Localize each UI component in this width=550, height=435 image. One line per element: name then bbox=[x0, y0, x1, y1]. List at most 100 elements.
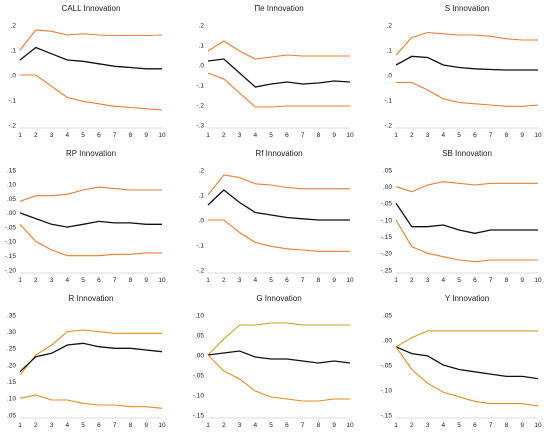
upper-band-line bbox=[19, 329, 162, 376]
y-tick-label: .00 bbox=[7, 210, 16, 217]
y-tick-label: -.2 bbox=[384, 122, 392, 129]
response-line bbox=[207, 350, 351, 364]
response-line bbox=[395, 202, 538, 234]
x-tick-label: 1 bbox=[394, 277, 398, 284]
y-tick-label: .15 bbox=[7, 167, 16, 174]
x-tick-label: 8 bbox=[505, 132, 509, 139]
x-tick-label: 10 bbox=[534, 132, 542, 139]
x-tick-label: 2 bbox=[410, 132, 414, 139]
panel-sb-innovation: SB Innovation.05.00-.05-.10-.15-.20-.251… bbox=[381, 149, 542, 284]
x-tick-label: 3 bbox=[238, 277, 242, 284]
x-tick-label: 5 bbox=[269, 422, 273, 429]
lower-band-line bbox=[208, 219, 350, 252]
x-tick-label: 5 bbox=[81, 132, 85, 139]
panel-title: Rf Innovation bbox=[255, 149, 302, 158]
y-tick-label: .00 bbox=[383, 337, 392, 344]
upper-band-line bbox=[395, 330, 538, 348]
x-tick-label: 7 bbox=[489, 277, 493, 284]
y-tick-label: -.10 bbox=[381, 387, 393, 394]
x-tick-label: 4 bbox=[254, 277, 258, 284]
y-tick-label: -.1 bbox=[196, 242, 204, 249]
x-tick-label: 6 bbox=[473, 277, 477, 284]
y-tick-label: -.05 bbox=[381, 201, 393, 208]
y-tick-label: -.10 bbox=[381, 217, 393, 224]
y-tick-label: .0 bbox=[11, 72, 17, 79]
x-tick-label: 8 bbox=[505, 277, 509, 284]
panel-e-innovation: Пe Innovation .2 .1 .0 -.1 -.2 -.31 2 3 4 5 6 7 8 9 10 bbox=[196, 4, 354, 139]
y-tick-label: .35 bbox=[7, 312, 16, 319]
x-tick-label: 2 bbox=[410, 277, 414, 284]
y-tick-label: .1 bbox=[387, 47, 393, 54]
y-tick-label: -.2 bbox=[8, 122, 16, 129]
lower-band-line bbox=[207, 354, 350, 402]
response-line bbox=[19, 342, 163, 373]
y-tick-label: .0 bbox=[199, 217, 205, 224]
y-tick-label: .00 bbox=[195, 352, 204, 359]
y-tick-label: .20 bbox=[7, 362, 16, 369]
y-tick-label: -.10 bbox=[193, 392, 205, 399]
panel-title: RP Innovation bbox=[66, 149, 116, 158]
x-tick-label: 2 bbox=[34, 422, 38, 429]
panel-rp-innovation: RP Innovation .15 .10 .05 .00 -.05 -.10 -.15 -.2… bbox=[5, 149, 166, 284]
panel-title: Y Innovation bbox=[445, 294, 489, 303]
y-tick-label: .10 bbox=[7, 182, 16, 189]
y-tick-label: -.2 bbox=[196, 267, 204, 274]
response-line bbox=[207, 189, 350, 221]
y-tick-label: .0 bbox=[387, 72, 393, 79]
x-tick-label: 7 bbox=[489, 132, 493, 139]
lower-band-line bbox=[19, 223, 162, 257]
x-tick-label: 10 bbox=[534, 277, 542, 284]
x-tick-label: 5 bbox=[269, 132, 273, 139]
x-tick-label: 9 bbox=[332, 277, 336, 284]
upper-band-line bbox=[395, 31, 538, 56]
panel-title: S Innovation bbox=[445, 4, 489, 13]
x-tick-label: 2 bbox=[222, 132, 226, 139]
response-line bbox=[19, 212, 162, 228]
x-tick-label: 2 bbox=[34, 132, 38, 139]
x-tick-label: 4 bbox=[442, 277, 446, 284]
x-tick-label: 2 bbox=[34, 277, 38, 284]
response-line bbox=[207, 58, 351, 88]
y-tick-label: .2 bbox=[199, 167, 205, 174]
x-tick-label: 4 bbox=[442, 422, 446, 429]
x-tick-label: 3 bbox=[426, 132, 430, 139]
x-tick-label: 8 bbox=[317, 422, 321, 429]
y-tick-label: .05 bbox=[383, 312, 392, 319]
y-tick-label: -.1 bbox=[196, 82, 204, 89]
y-tick-label: .05 bbox=[7, 196, 16, 203]
y-tick-label: -.1 bbox=[384, 97, 392, 104]
x-tick-label: 5 bbox=[457, 422, 461, 429]
lower-band-line bbox=[395, 346, 539, 407]
x-tick-label: 6 bbox=[97, 277, 101, 284]
x-tick-label: 10 bbox=[158, 422, 166, 429]
y-tick-label: -.1 bbox=[8, 97, 16, 104]
upper-band-line bbox=[207, 40, 350, 60]
y-tick-label: .0 bbox=[199, 62, 205, 69]
upper-band-line bbox=[19, 29, 163, 51]
panel-call-innovation: CALL Innovation .2 .1 .0 -.1 -.21 2 3 4 5 6 7 8 9 10 bbox=[8, 4, 166, 139]
y-tick-label: -.05 bbox=[5, 224, 17, 231]
response-line bbox=[19, 46, 162, 70]
panel-r-innovation: R Innovation .35 .30 .25 .20 .15 .10 .051 2 3 4 5 6 7… bbox=[7, 294, 166, 429]
x-tick-label: 6 bbox=[97, 422, 101, 429]
y-tick-label: .2 bbox=[387, 22, 393, 29]
x-tick-label: 4 bbox=[66, 422, 70, 429]
y-tick-label: -.15 bbox=[381, 234, 393, 241]
x-tick-label: 8 bbox=[129, 422, 133, 429]
x-tick-label: 10 bbox=[158, 132, 166, 139]
y-tick-label: -.05 bbox=[381, 362, 393, 369]
y-tick-label: -.15 bbox=[381, 412, 393, 419]
y-tick-label: .1 bbox=[199, 42, 205, 49]
panel-title: SB Innovation bbox=[442, 149, 492, 158]
x-tick-label: 10 bbox=[346, 277, 354, 284]
x-tick-label: 8 bbox=[317, 277, 321, 284]
x-tick-label: 6 bbox=[285, 277, 289, 284]
x-tick-label: 5 bbox=[457, 277, 461, 284]
x-tick-label: 4 bbox=[66, 132, 70, 139]
x-tick-label: 9 bbox=[144, 132, 148, 139]
x-tick-label: 9 bbox=[520, 422, 524, 429]
x-tick-label: 1 bbox=[206, 277, 210, 284]
panel-s-innovation: S Innovation .2 .1 .0 -.1 -.21 2 3 4 5 6 7 8 9 10 bbox=[384, 4, 542, 139]
x-tick-label: 7 bbox=[489, 422, 493, 429]
x-tick-label: 6 bbox=[473, 132, 477, 139]
